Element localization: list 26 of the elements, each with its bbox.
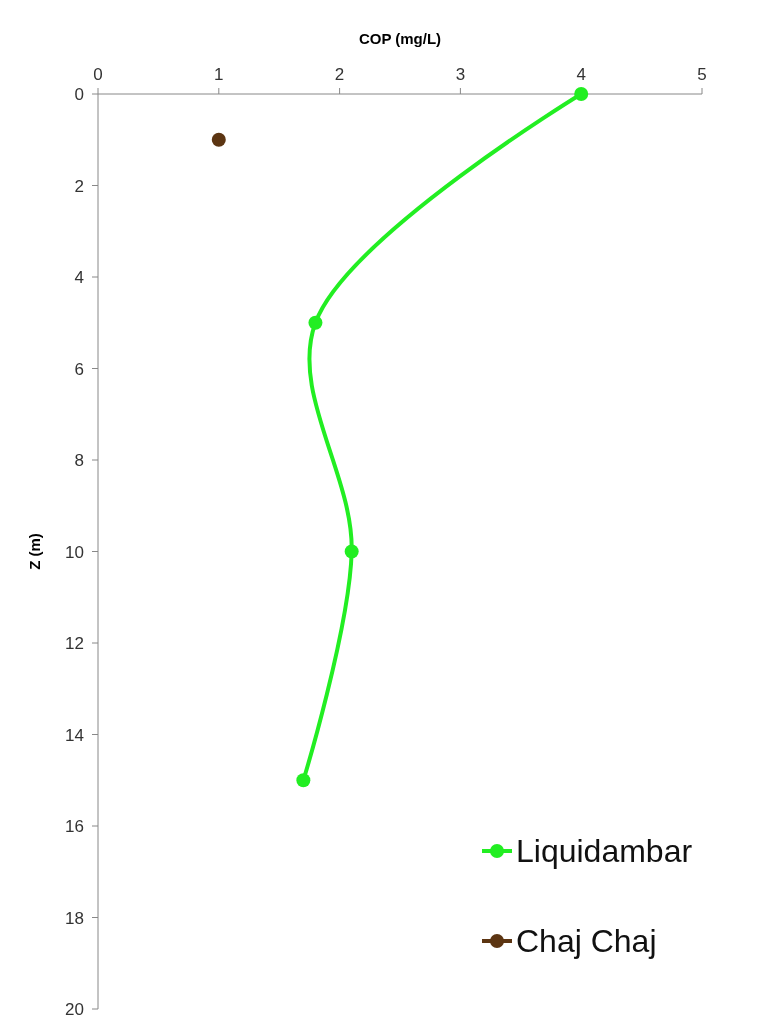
point [308, 315, 323, 330]
y-tick-label: 20 [65, 1000, 84, 1019]
y-tick-label: 6 [74, 359, 84, 379]
y-tick-label: 4 [74, 268, 84, 287]
legend-label: Chaj Chaj [516, 923, 657, 959]
x-tick-label: 1 [214, 65, 224, 84]
legend-label: Liquidambar [516, 833, 693, 869]
x-tick-label: 2 [334, 65, 345, 84]
point [574, 87, 589, 101]
x-axis-title: COP (mg/L) [358, 30, 442, 47]
y-axis-title: Z (m) [26, 533, 43, 570]
y-tick-label: 14 [65, 725, 84, 745]
y-tick-label: 10 [65, 542, 84, 562]
x-tick-label: 4 [576, 65, 586, 84]
y-tick-label: 18 [65, 908, 84, 928]
point [296, 773, 311, 788]
x-tick-label: 3 [455, 65, 466, 84]
x-tick-label: 5 [697, 65, 707, 84]
y-tick-label: 12 [65, 634, 84, 653]
y-tick-label: 16 [65, 817, 84, 836]
point [344, 544, 359, 559]
y-tick-label: 8 [74, 451, 84, 470]
y-tick-label: 2 [74, 176, 84, 196]
x-tick-label: 0 [93, 65, 103, 84]
point [211, 132, 226, 147]
y-tick-label: 0 [74, 85, 84, 104]
